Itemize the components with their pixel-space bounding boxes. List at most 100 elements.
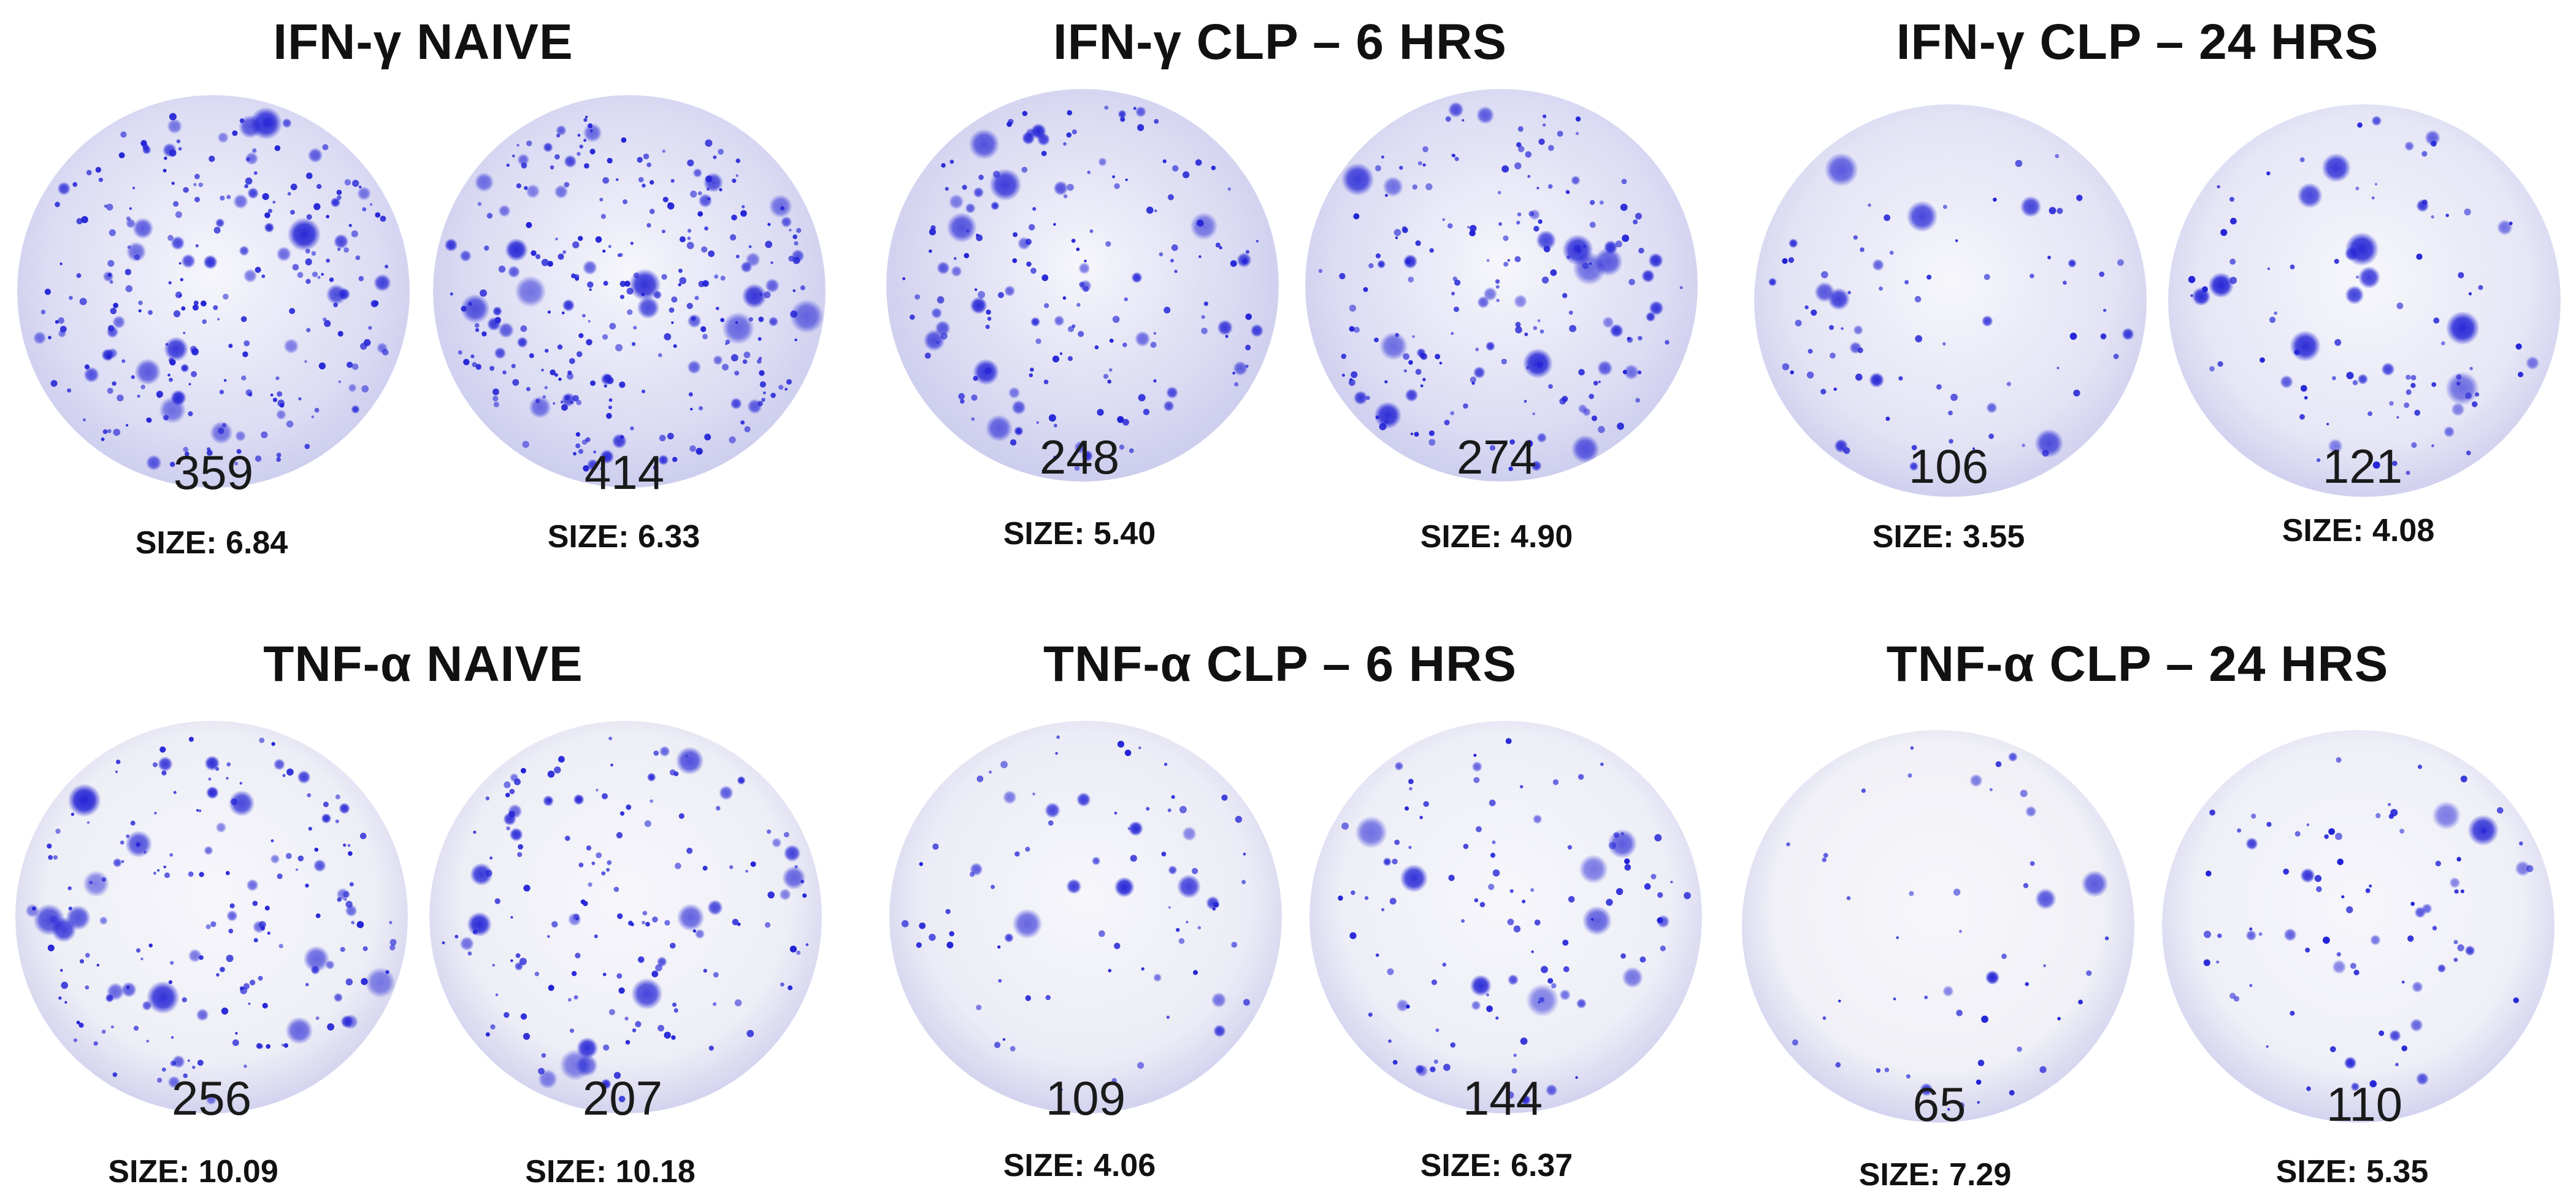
spot (2073, 390, 2080, 397)
spot (2466, 450, 2471, 456)
spot (704, 226, 708, 231)
spot (1186, 921, 1189, 924)
spot (686, 847, 693, 854)
spot (1125, 179, 1128, 182)
spot (132, 186, 136, 190)
spot (1429, 248, 1434, 253)
spot (687, 229, 692, 233)
spot (550, 369, 556, 375)
spot (1381, 155, 1384, 159)
spot (110, 1025, 114, 1029)
spot (535, 398, 540, 404)
spot (562, 250, 566, 254)
spot (287, 192, 291, 196)
spot (360, 342, 367, 350)
spot (2453, 940, 2458, 945)
spot (2280, 375, 2293, 389)
spot (1536, 186, 1539, 190)
spot (109, 280, 113, 284)
spot (515, 275, 546, 307)
spot (951, 266, 962, 277)
spot (109, 229, 116, 236)
spot (1889, 250, 1894, 255)
spot (2421, 903, 2432, 914)
spot (573, 794, 585, 805)
spot (1548, 384, 1553, 389)
spot (1644, 883, 1651, 890)
spot (223, 379, 227, 382)
spot (112, 1072, 118, 1077)
spot (765, 922, 771, 928)
spot (2314, 875, 2322, 882)
spot (1387, 968, 1394, 975)
spot (758, 356, 762, 360)
spot (2454, 889, 2459, 894)
spot (1492, 869, 1500, 877)
spot (902, 277, 906, 280)
spot (148, 944, 153, 948)
spot (626, 804, 632, 810)
spot (1171, 795, 1175, 799)
spot (101, 348, 115, 361)
spot (154, 812, 157, 815)
spot (1062, 296, 1067, 300)
spot (692, 168, 702, 178)
spot (101, 437, 105, 441)
spot (1847, 291, 1851, 294)
spot (1400, 864, 1428, 893)
spot (296, 868, 298, 871)
spot (255, 455, 262, 462)
spot (800, 285, 805, 291)
spot (1519, 785, 1524, 789)
spot (586, 339, 592, 345)
spot (315, 913, 321, 918)
spot (2260, 357, 2265, 363)
spot (1506, 1091, 1514, 1099)
spot (157, 869, 160, 872)
spot (247, 187, 259, 199)
spot (1846, 896, 1851, 901)
spot (349, 882, 354, 886)
spot (619, 253, 623, 257)
spot (1788, 257, 1795, 263)
spot (784, 832, 789, 837)
spot (1255, 240, 1259, 243)
spot (672, 456, 678, 463)
spot (1986, 402, 1998, 413)
spot (1520, 1037, 1528, 1045)
spot (1551, 983, 1557, 989)
spot (514, 778, 521, 785)
spot (1533, 326, 1538, 331)
spot (107, 259, 115, 267)
spot (962, 185, 967, 190)
spot (460, 294, 490, 324)
spot (929, 228, 936, 236)
spot (181, 253, 196, 269)
spot (1620, 953, 1626, 959)
spot (664, 920, 670, 926)
spot (606, 867, 610, 872)
spot (1497, 191, 1501, 194)
spot (348, 383, 357, 393)
spot (1338, 895, 1343, 901)
spot (1422, 378, 1426, 382)
spot (602, 972, 607, 977)
spot-count: 144 (1462, 1071, 1543, 1125)
spot (973, 186, 984, 198)
spot (133, 1026, 139, 1031)
spot (2405, 389, 2412, 395)
spot (272, 398, 277, 402)
spot (515, 953, 521, 958)
spot (1589, 262, 1592, 265)
spot (481, 331, 487, 337)
spot (121, 982, 137, 997)
spot (183, 1073, 188, 1078)
spot (2047, 255, 2051, 259)
spot (173, 201, 179, 207)
spot (79, 959, 85, 964)
spot (1353, 390, 1368, 405)
spot (572, 395, 579, 402)
spot (1516, 220, 1520, 225)
spot (1589, 393, 1595, 399)
spot (1567, 845, 1573, 850)
